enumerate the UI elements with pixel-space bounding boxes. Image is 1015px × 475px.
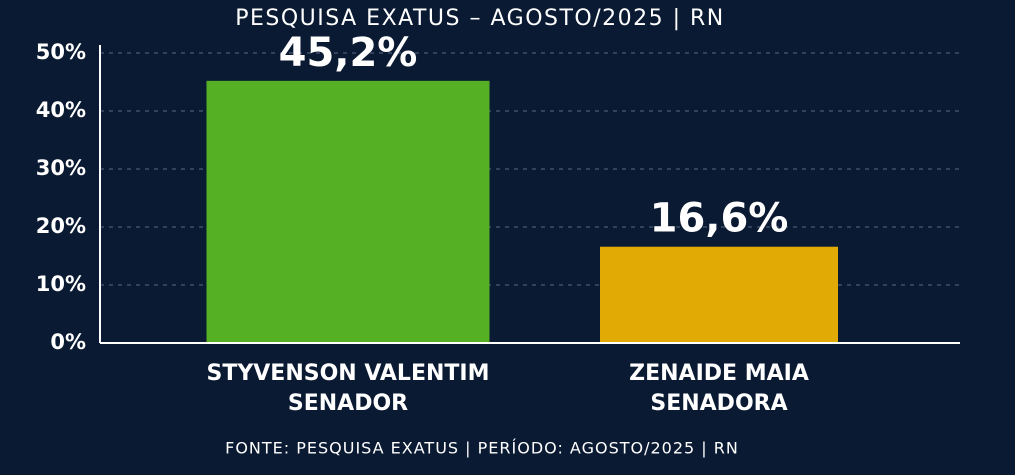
value-label: 16,6%: [650, 196, 789, 242]
x-tick-label: STYVENSON VALENTIM: [207, 361, 490, 386]
source: FONTE: PESQUISA EXATUS | PERÍODO: AGOSTO…: [225, 439, 739, 458]
bar: [206, 80, 490, 343]
y-tick-label: 10%: [36, 272, 86, 296]
y-tick-label: 20%: [36, 214, 86, 238]
category-subtitle: SENADORA: [650, 391, 787, 416]
category-subtitle: SENADOR: [288, 391, 408, 416]
value-label: 45,2%: [279, 30, 418, 76]
y-tick-label: 0%: [50, 330, 86, 354]
chart-title: PESQUISA EXATUS – AGOSTO/2025 | RN: [235, 6, 725, 31]
y-tick-label: 30%: [36, 156, 86, 180]
x-tick-label: ZENAIDE MAIA: [629, 361, 809, 386]
y-tick-label: 50%: [36, 40, 86, 64]
bar: [600, 246, 838, 343]
y-tick-label: 40%: [36, 98, 86, 122]
